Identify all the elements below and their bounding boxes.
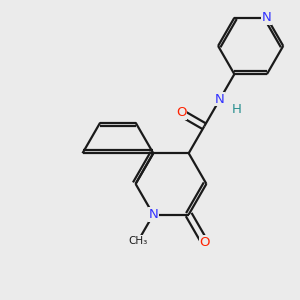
Text: O: O: [200, 236, 210, 249]
Text: O: O: [176, 106, 187, 119]
Text: H: H: [232, 103, 242, 116]
Text: N: N: [148, 208, 158, 221]
Text: N: N: [262, 11, 272, 24]
Text: N: N: [215, 93, 225, 106]
Text: CH₃: CH₃: [129, 236, 148, 246]
